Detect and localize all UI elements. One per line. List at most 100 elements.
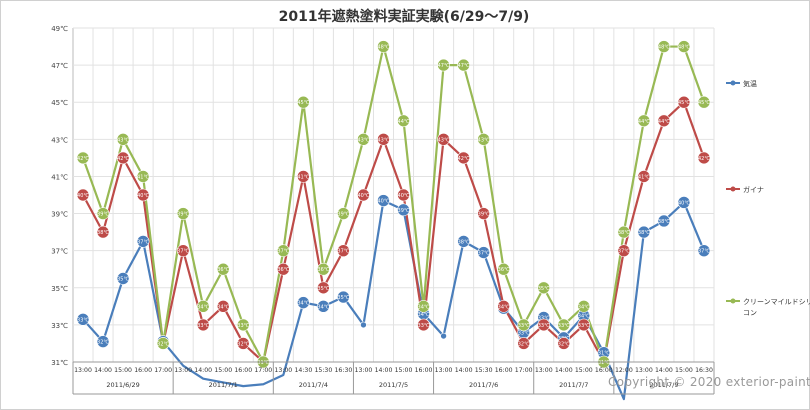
x-tick-label: 14:00: [555, 367, 573, 374]
legend-swatch-marker: [730, 186, 736, 192]
data-point: [697, 244, 711, 257]
data-label: 38℃: [638, 230, 650, 236]
data-point: [96, 225, 110, 239]
data-point: [397, 188, 410, 202]
data-label: 43℃: [117, 137, 129, 143]
data-label: 37℃: [137, 239, 149, 245]
data-label: 34℃: [418, 312, 430, 318]
data-point: [677, 95, 691, 109]
data-label: 38℃: [658, 219, 670, 225]
data-label: 41℃: [137, 174, 149, 180]
data-label: 43℃: [357, 137, 369, 143]
y-tick-label: 45℃: [51, 99, 68, 107]
legend-label: ガイナ: [743, 185, 764, 194]
data-label: 34℃: [578, 314, 590, 320]
data-label: 43℃: [377, 137, 389, 143]
data-point: [397, 114, 410, 128]
data-point: [657, 40, 671, 53]
x-tick-label: 12:00: [615, 367, 633, 374]
data-point: [657, 114, 671, 128]
data-point: [477, 246, 490, 259]
data-label: 31℃: [598, 351, 610, 357]
data-point: [136, 170, 150, 183]
data-label: 32℃: [157, 341, 169, 347]
data-label: 40℃: [398, 193, 410, 199]
data-point: [517, 318, 531, 332]
data-point: [176, 244, 190, 257]
data-point: [337, 244, 350, 257]
data-point: [96, 335, 110, 348]
y-tick-label: 49℃: [51, 25, 68, 33]
data-label: 35℃: [117, 277, 129, 283]
x-tick-label: 14:00: [375, 367, 393, 374]
y-tick-label: 47℃: [51, 62, 68, 70]
data-point: [457, 58, 470, 72]
y-tick-label: 31℃: [51, 359, 68, 367]
series-markers-1: 33℃ 32℃ 35℃ 37℃ 32℃ 34℃ 34℃ 35℃ 40℃ 39℃ 34℃ 38℃ 37℃ 3…: [76, 194, 711, 360]
x-tick-label: 14:00: [94, 367, 112, 374]
series-layer: 33℃ 32℃ 35℃ 37℃ 32℃ 34℃ 34℃ 35℃ 40℃ 39℃ 34℃ 38℃ 37℃ 3…: [76, 40, 711, 401]
x-tick-label: 15:00: [395, 367, 413, 374]
data-label: 38℃: [97, 230, 109, 236]
data-point: [216, 262, 230, 276]
data-point: [557, 318, 571, 332]
x-tick-label: 17:00: [154, 367, 172, 374]
data-point: [76, 188, 90, 202]
data-label: 37℃: [337, 249, 349, 255]
data-point: [317, 262, 330, 276]
data-point: [176, 207, 190, 220]
data-point: [440, 332, 447, 340]
data-point: [537, 318, 551, 332]
copyright-text: Copyright © 2020 exterior-paint.net: [608, 375, 810, 389]
x-tick-label: 16:00: [134, 367, 152, 374]
date-group-label: 2011/6/29: [106, 381, 139, 389]
data-label: 37℃: [698, 249, 710, 255]
data-label: 34℃: [418, 304, 430, 310]
data-point: [457, 151, 470, 165]
x-tick-label: 17:00: [254, 367, 272, 374]
data-point: [377, 40, 390, 53]
x-tick-label: 13:00: [274, 367, 292, 374]
data-point: [297, 95, 310, 109]
data-point: [96, 207, 110, 220]
data-label: 47℃: [458, 63, 470, 69]
x-tick-label: 13:00: [355, 367, 373, 374]
data-label: 37℃: [277, 249, 289, 255]
x-tick-label: 15:00: [114, 367, 132, 374]
data-point: [196, 300, 210, 313]
y-tick-label: 43℃: [51, 136, 68, 144]
data-point: [417, 318, 430, 332]
data-point: [537, 281, 551, 295]
data-label: 42℃: [698, 156, 710, 162]
data-label: 32℃: [518, 341, 530, 347]
data-point: [360, 321, 367, 329]
data-label: 33℃: [558, 323, 570, 329]
data-label: 43℃: [438, 137, 450, 143]
data-point: [337, 207, 350, 220]
data-label: 33℃: [197, 323, 209, 329]
date-group-label: 2011/7/6: [469, 381, 498, 389]
date-group-label: 2011/7/5: [379, 381, 408, 389]
data-label: 39℃: [177, 212, 189, 218]
data-point: [76, 151, 90, 165]
series-1: [82, 199, 706, 401]
data-label: 42℃: [77, 156, 89, 162]
data-label: 33℃: [518, 330, 530, 336]
data-point: [297, 170, 310, 183]
data-label: 37℃: [478, 251, 490, 257]
data-label: 41℃: [638, 174, 650, 180]
data-label: 40℃: [678, 200, 690, 206]
data-label: 39℃: [97, 212, 109, 218]
y-tick-label: 41℃: [51, 173, 68, 181]
date-group-label: 2011/7/1: [209, 381, 238, 389]
data-point: [297, 296, 310, 309]
data-point: [277, 244, 290, 257]
data-point: [497, 262, 510, 276]
data-label: 44℃: [398, 119, 410, 125]
data-label: 36℃: [277, 267, 289, 273]
data-label: 36℃: [317, 267, 329, 273]
data-point: [637, 114, 651, 128]
data-label: 36℃: [217, 267, 229, 273]
